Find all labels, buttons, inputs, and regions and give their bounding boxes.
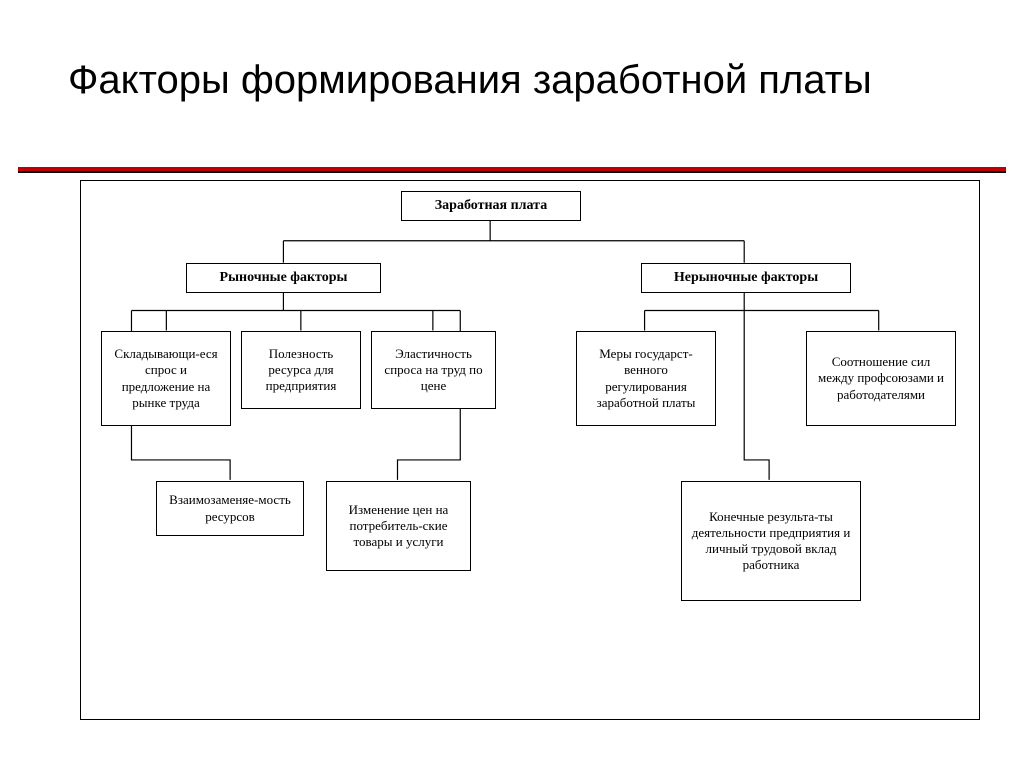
node-root: Заработная плата	[401, 191, 581, 221]
slide: Факторы формирования заработной платы За…	[0, 0, 1024, 768]
slide-title: Факторы формирования заработной платы	[68, 55, 872, 105]
node-n2: Соотношение сил между профсоюзами и рабо…	[806, 331, 956, 426]
node-n1: Меры государст-венного регулирования зар…	[576, 331, 716, 426]
node-m5: Изменение цен на потребитель-ские товары…	[326, 481, 471, 571]
node-m1: Складывающи-еся спрос и предложение на р…	[101, 331, 231, 426]
hierarchy-diagram: Заработная плата Рыночные факторы Нерыночн…	[80, 180, 980, 720]
node-m3: Эластичность спроса на труд по цене	[371, 331, 496, 409]
node-m4: Взаимозаменяе-мость ресурсов	[156, 481, 304, 536]
connectors-svg	[81, 181, 979, 719]
node-market: Рыночные факторы	[186, 263, 381, 293]
node-nonmkt: Нерыночные факторы	[641, 263, 851, 293]
node-n3: Конечные результа-ты деятельности предпр…	[681, 481, 861, 601]
rule-black	[18, 171, 1006, 173]
node-m2: Полезность ресурса для предприятия	[241, 331, 361, 409]
